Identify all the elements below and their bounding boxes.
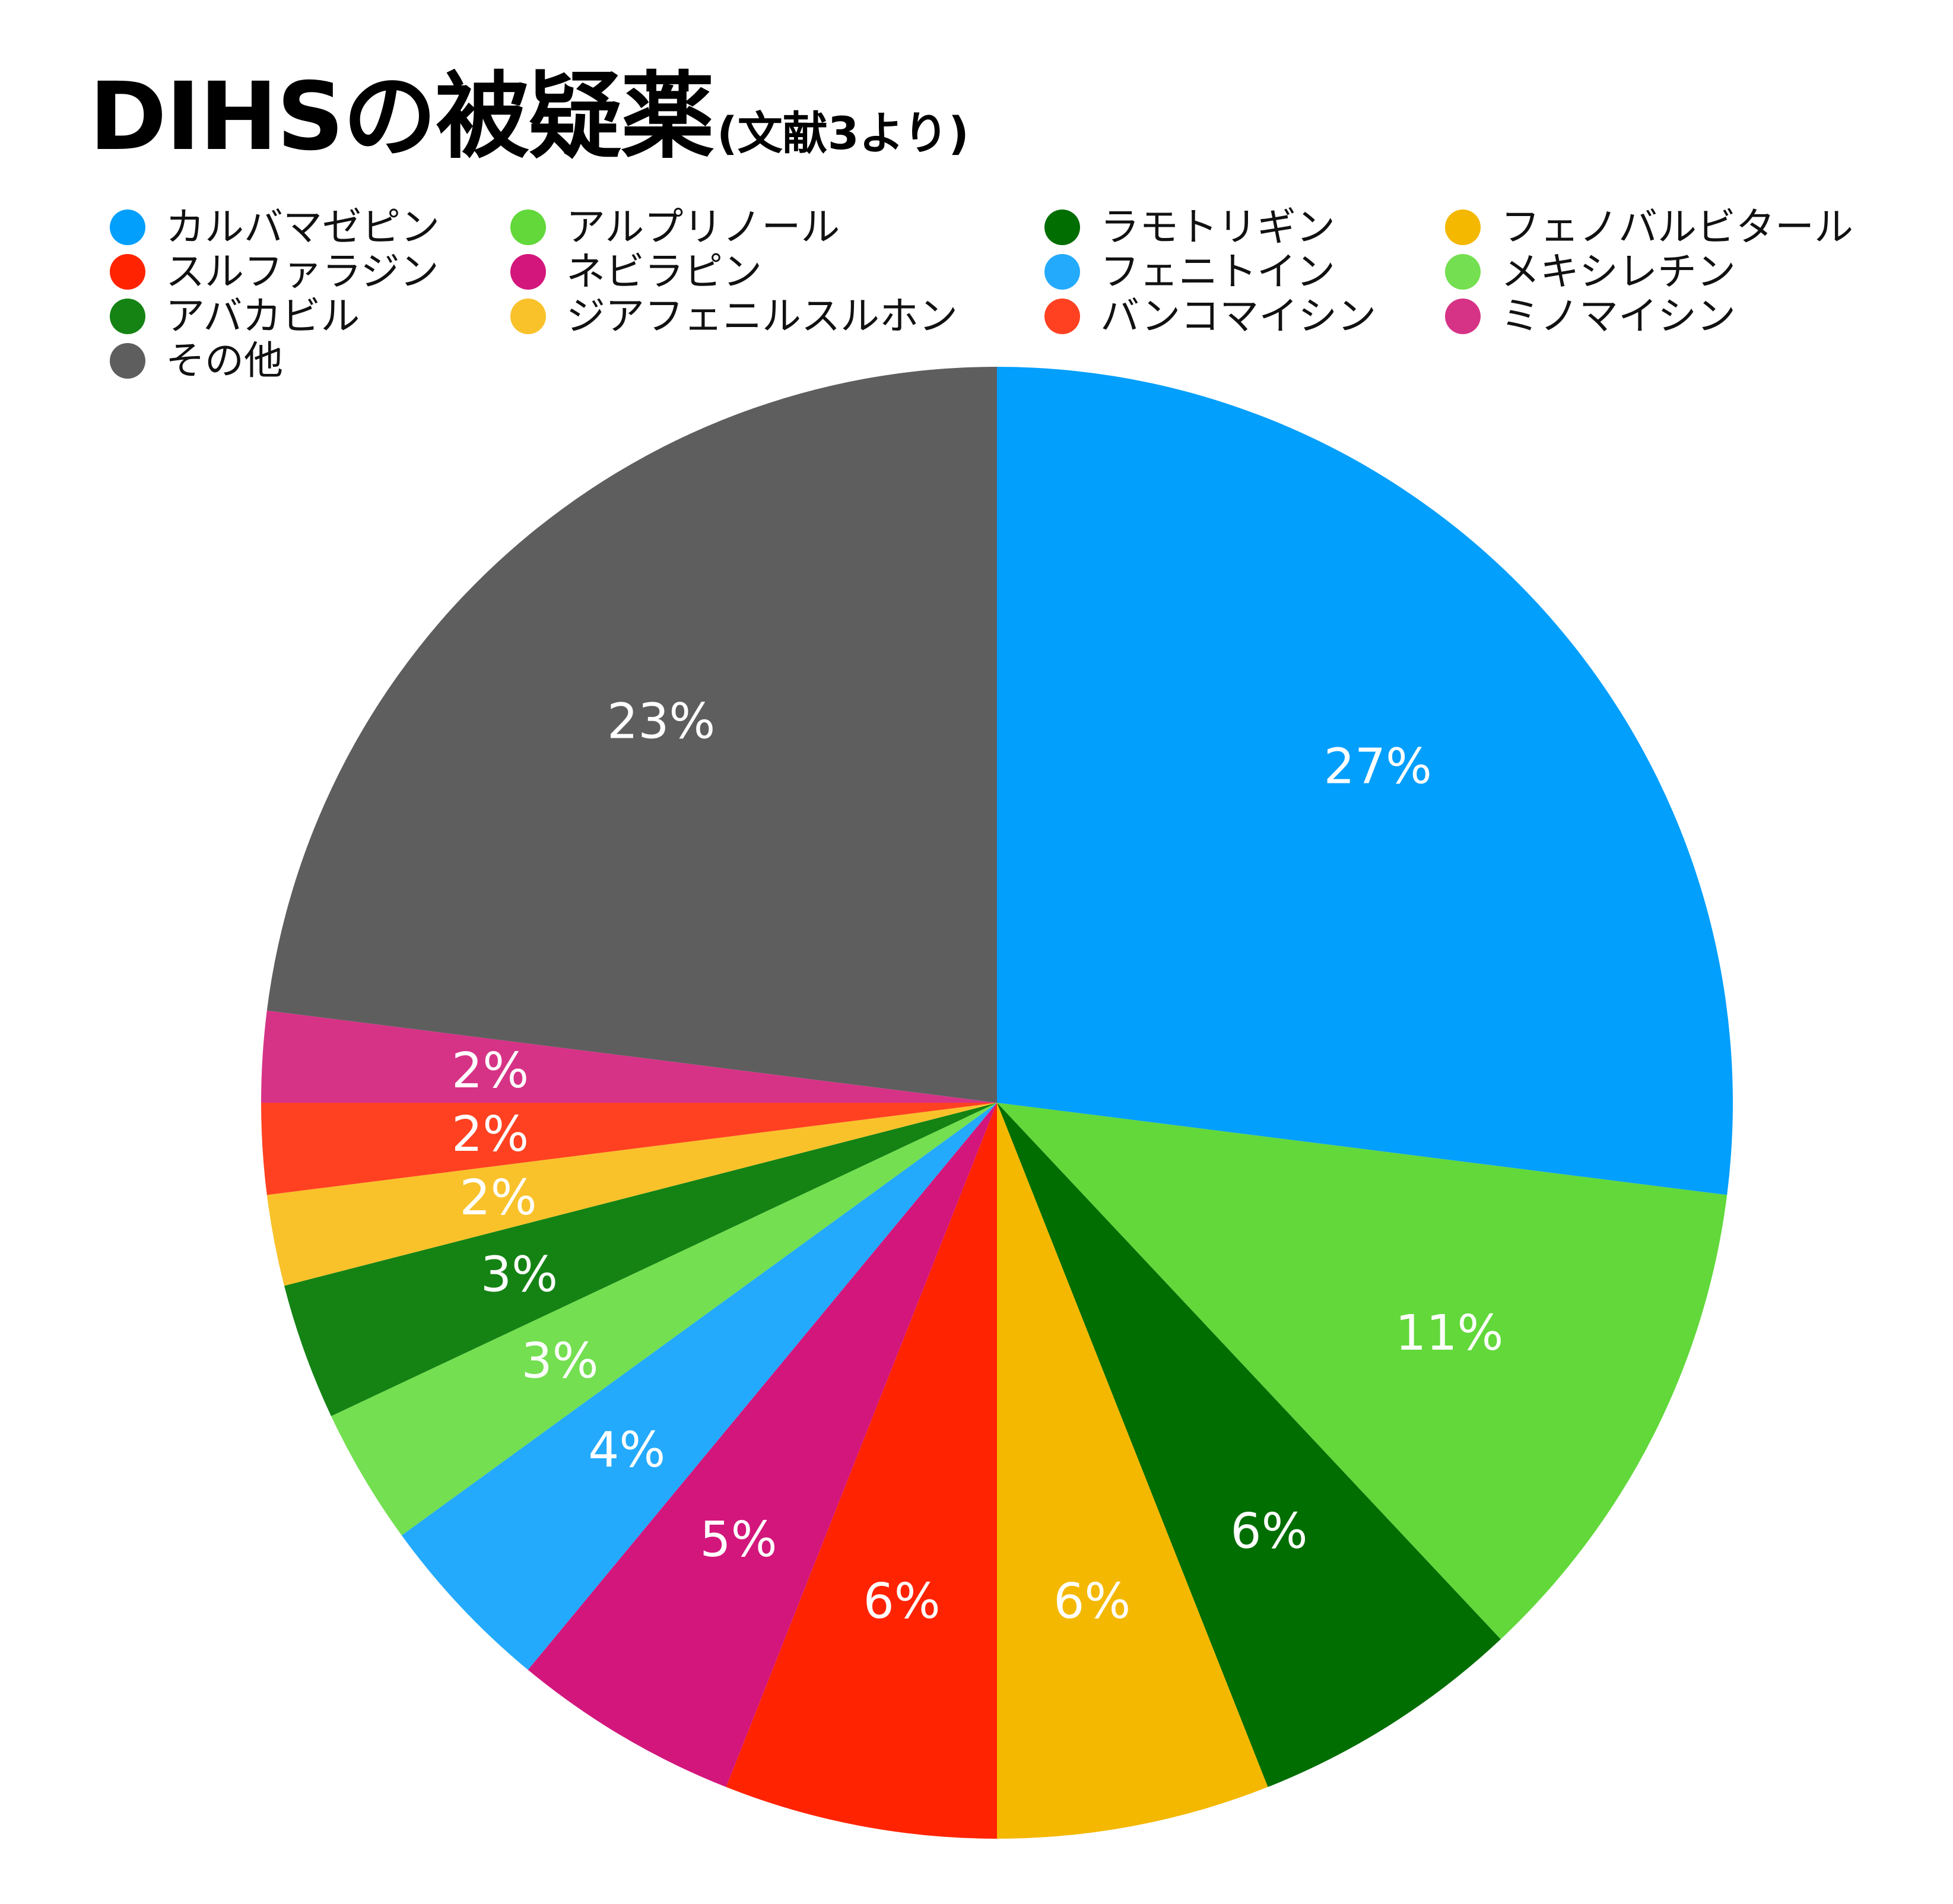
pie-slice-3 (997, 1103, 1501, 1787)
slice-value-label-11: 2% (452, 1106, 529, 1163)
pie-slice-5 (726, 1103, 997, 1839)
slice-value-label-3: 6% (1230, 1503, 1307, 1560)
slice-value-label-12: 2% (452, 1043, 529, 1099)
slice-value-label-9: 3% (481, 1246, 558, 1303)
legend-label: フェノバルビタール (1501, 204, 1853, 250)
pie-slices (261, 367, 1733, 1839)
legend-swatch (510, 254, 546, 290)
legend-swatch (110, 299, 145, 334)
legend-label: バンコマイシン (1100, 293, 1377, 339)
chart-title: DIHSの被疑薬(文献3より) (89, 70, 969, 164)
slice-value-label-7: 4% (588, 1422, 665, 1478)
pie-slice-4 (997, 1103, 1268, 1839)
slice-value-label-1: 27% (1324, 739, 1432, 795)
pie-slice-12 (261, 1010, 997, 1103)
pie-slice-9 (284, 1103, 997, 1416)
legend-label: スルファラジン (166, 249, 439, 294)
pie-value-labels: 27% 11% 6% 6% 6% 5% 4% 3% 3% 2% 2% 2% 23% (452, 694, 1503, 1630)
legend-swatch (1044, 254, 1080, 290)
legend-label: フェニトイン (1100, 249, 1335, 294)
legend-swatch (1044, 299, 1080, 334)
legend-swatch (110, 343, 145, 379)
legend-swatch (110, 254, 145, 290)
pie-slice-13 (266, 367, 997, 1103)
chart-legend: カルバマゼピン アルプリノール ラモトリギン フェノバルビタールスルファラジン ネビラピ… (0, 0, 1953, 415)
slice-value-label-13: 23% (607, 694, 715, 750)
legend-label: メキシレチン (1501, 249, 1736, 294)
legend-item-6: ネビラピン (510, 252, 762, 291)
legend-item-12: ミノマイシン (1445, 297, 1736, 336)
legend-item-8: メキシレチン (1445, 252, 1736, 291)
legend-item-11: バンコマイシン (1044, 297, 1376, 336)
slice-value-label-10: 2% (460, 1170, 537, 1226)
legend-item-13: その他 (110, 341, 283, 380)
legend-swatch (510, 299, 546, 334)
legend-swatch (110, 210, 145, 245)
chart-title-subtitle: (文献3より) (716, 107, 969, 160)
legend-item-9: アバカビル (110, 297, 360, 336)
pie-slice-2 (997, 1103, 1727, 1639)
legend-item-1: カルバマゼピン (110, 208, 440, 247)
legend-label: カルバマゼピン (166, 204, 440, 250)
chart-title-main: DIHSの被疑薬 (89, 62, 714, 172)
slice-value-label-8: 3% (522, 1333, 599, 1389)
slice-value-label-5: 6% (863, 1573, 941, 1630)
legend-label: アルプリノール (566, 204, 840, 250)
legend-item-2: アルプリノール (510, 208, 840, 247)
pie-slice-11 (261, 1103, 997, 1195)
legend-label: ラモトリギン (1100, 204, 1335, 250)
legend-item-4: フェノバルビタール (1445, 208, 1853, 247)
pie-slice-7 (401, 1103, 997, 1670)
pie-slice-10 (266, 1103, 997, 1286)
legend-label: ネビラピン (566, 249, 762, 294)
pie-slice-6 (528, 1103, 997, 1787)
legend-label: ジアフェニルスルホン (566, 293, 958, 339)
slice-value-label-6: 5% (700, 1512, 777, 1568)
legend-item-3: ラモトリギン (1044, 208, 1335, 247)
slice-value-label-2: 11% (1395, 1305, 1503, 1362)
legend-label: その他 (166, 338, 283, 383)
legend-label: アバカビル (166, 293, 360, 339)
legend-swatch (510, 210, 546, 245)
legend-item-5: スルファラジン (110, 252, 439, 291)
legend-label: ミノマイシン (1501, 293, 1736, 339)
legend-item-7: フェニトイン (1044, 252, 1335, 291)
pie-slice-1 (997, 367, 1733, 1195)
legend-swatch (1445, 210, 1481, 245)
legend-swatch (1044, 210, 1080, 245)
legend-swatch (1445, 254, 1481, 290)
pie-slice-8 (331, 1103, 998, 1535)
legend-item-10: ジアフェニルスルホン (510, 297, 958, 336)
slice-value-label-4: 6% (1053, 1573, 1130, 1630)
legend-swatch (1445, 299, 1481, 334)
